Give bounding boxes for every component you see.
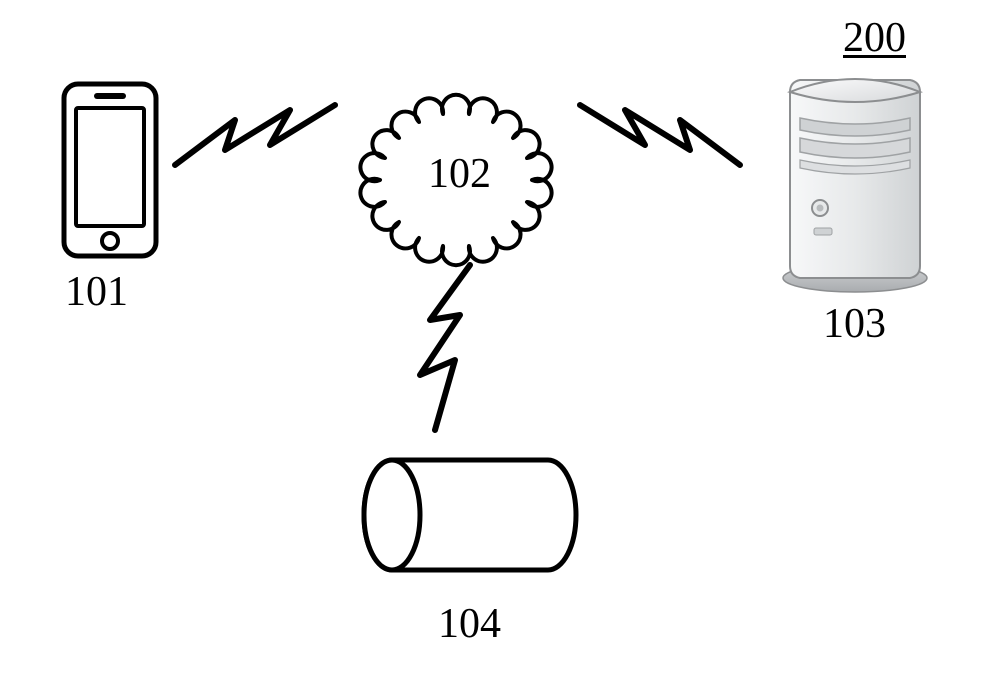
server-top-label: 200 bbox=[843, 14, 906, 62]
bolt-right-icon bbox=[575, 95, 745, 185]
phone-icon bbox=[60, 80, 160, 260]
diagram-stage: 101 102 200 bbox=[0, 0, 1000, 679]
bolt-down-icon bbox=[400, 260, 500, 435]
database-label: 104 bbox=[438, 600, 501, 648]
server-icon bbox=[770, 60, 940, 294]
server-label: 103 bbox=[823, 300, 886, 348]
database-icon bbox=[360, 440, 580, 590]
phone-label: 101 bbox=[65, 268, 128, 316]
bolt-left-icon bbox=[170, 95, 340, 185]
cloud-label: 102 bbox=[428, 150, 491, 198]
